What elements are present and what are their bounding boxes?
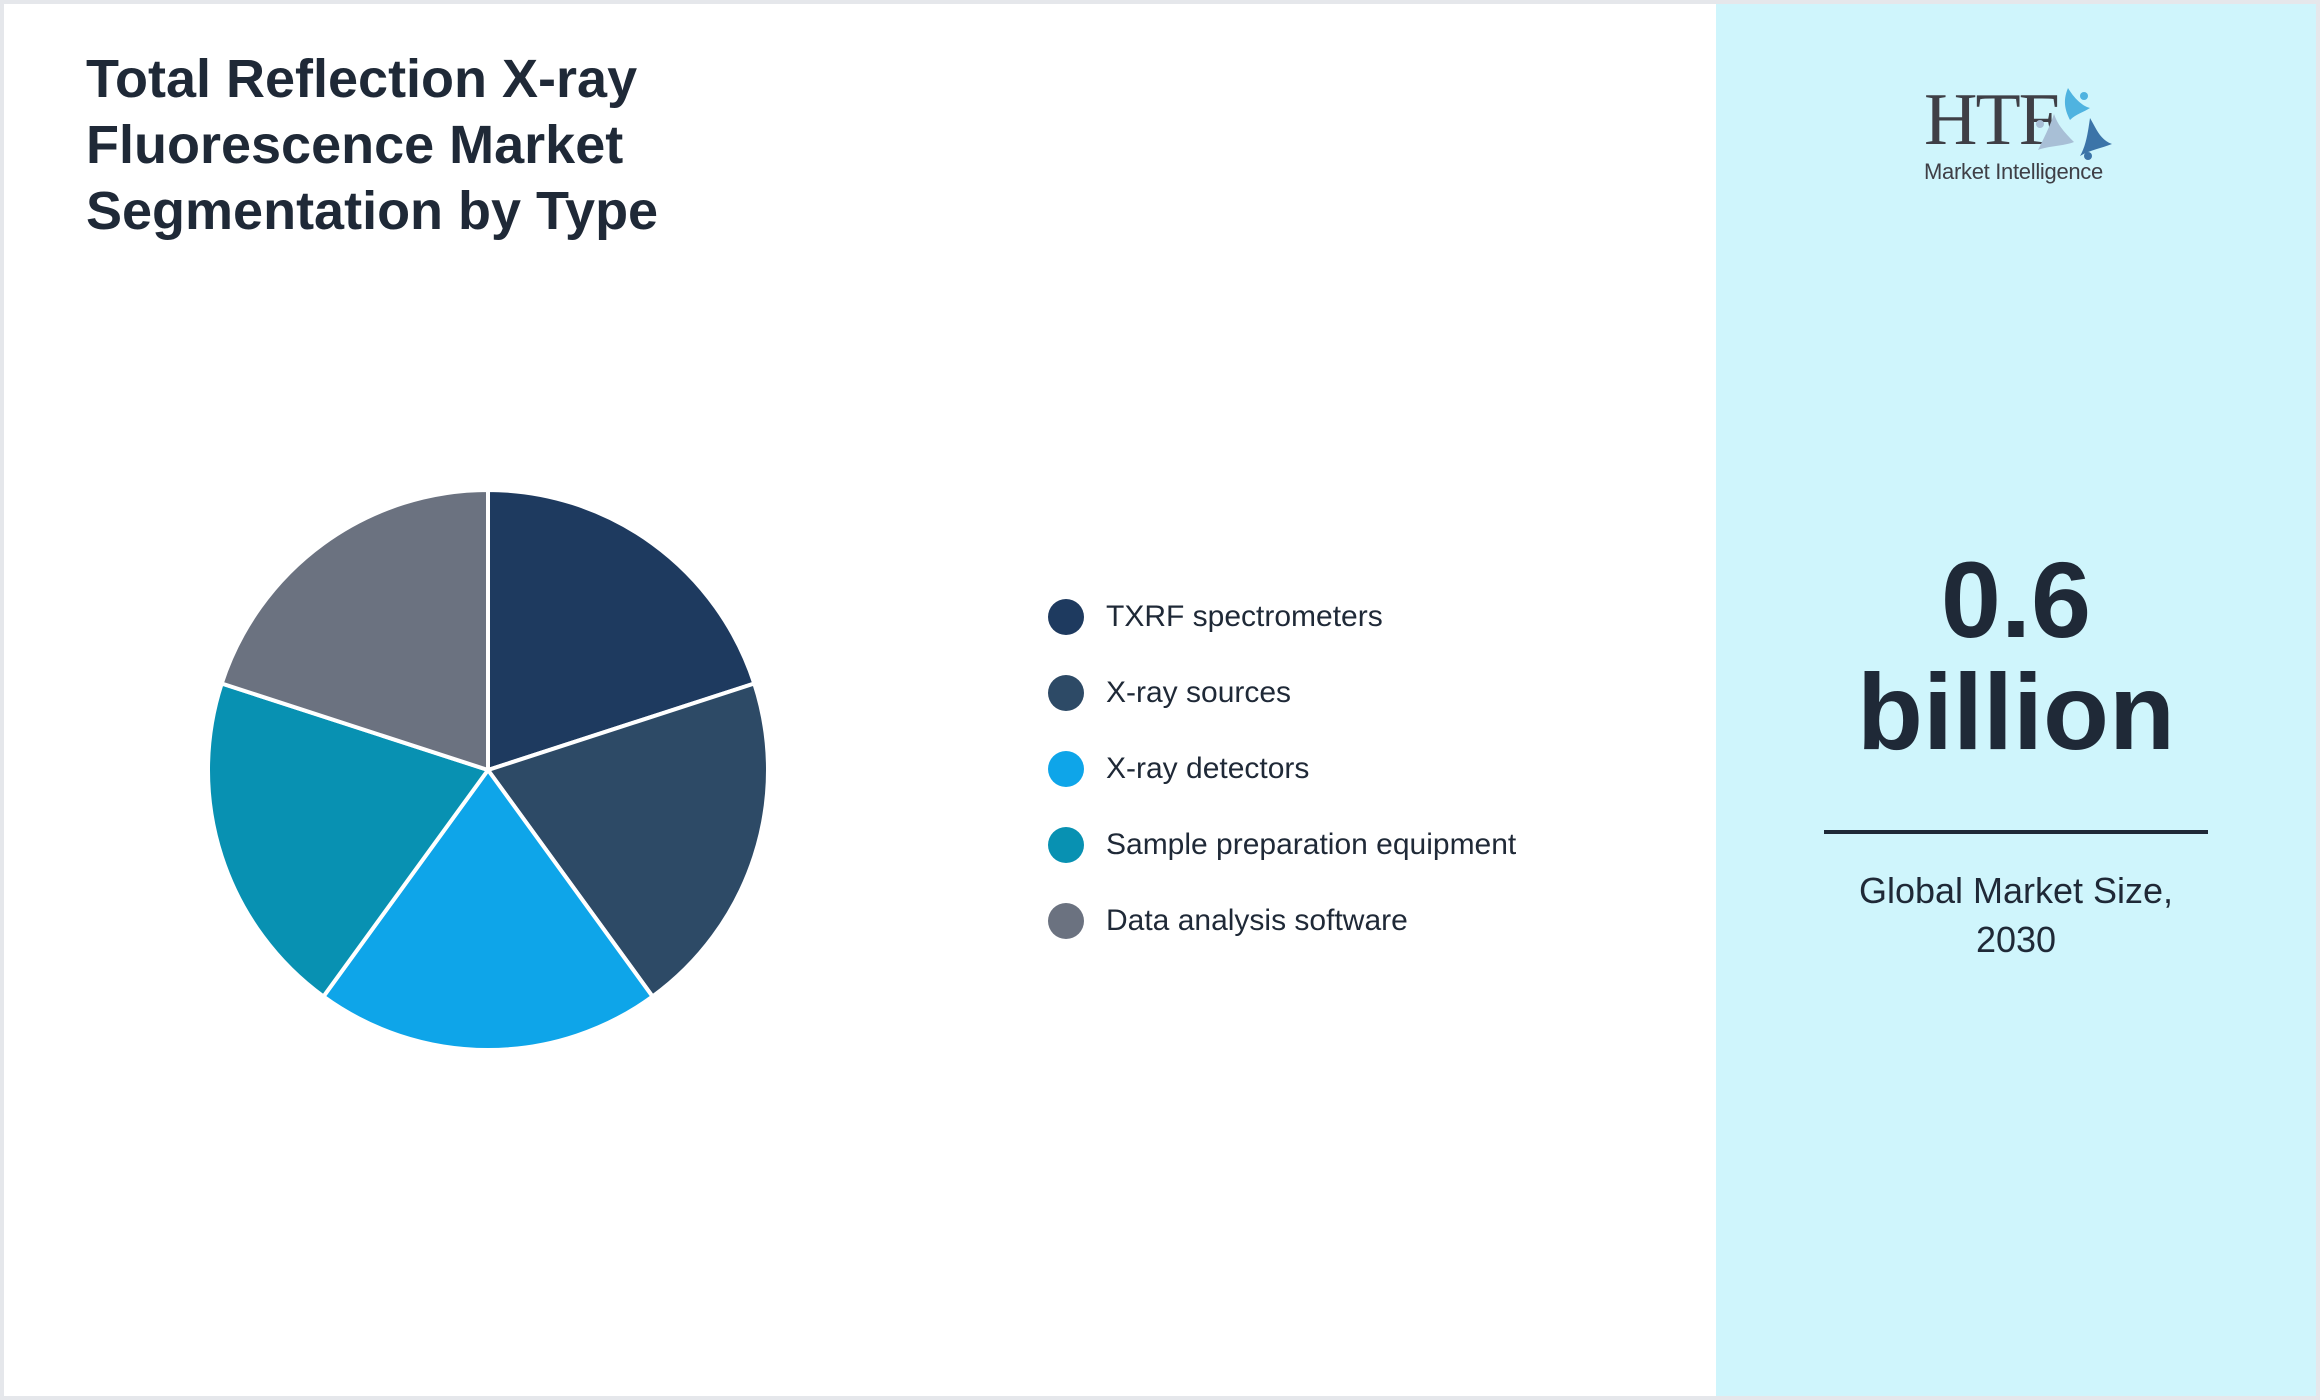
market-size-unit: billion <box>1857 651 2175 772</box>
pie-slice-x-ray-detectors <box>321 768 655 1052</box>
legend-label: TXRF spectrometers <box>1106 600 1383 633</box>
htf-logo: HTF Market Intelligence <box>1924 80 2114 190</box>
pie-slice-txrf-spectrometers <box>486 488 757 772</box>
legend-swatch-icon <box>1048 599 1084 635</box>
divider <box>1824 830 2208 834</box>
legend-label: Data analysis software <box>1106 904 1408 937</box>
legend-item-data-analysis-software: Data analysis software <box>1044 887 1516 963</box>
legend-label: X-ray detectors <box>1106 752 1310 785</box>
market-size-number: 0.6 <box>1940 539 2092 660</box>
chart-title: Total Reflection X-ray Fluorescence Mark… <box>86 46 786 244</box>
logo-wordmark: HTF <box>1924 79 2060 161</box>
logo-tagline: Market Intelligence <box>1924 159 2103 184</box>
pie-slice-x-ray-sources <box>486 681 770 999</box>
legend-swatch-icon <box>1048 827 1084 863</box>
pie-slice-data-analysis-software <box>219 488 490 772</box>
chart-legend: TXRF spectrometers X-ray sources X-ray d… <box>1044 583 1516 963</box>
chart-area: Total Reflection X-ray Fluorescence Mark… <box>4 4 1716 1396</box>
legend-label: Sample preparation equipment <box>1106 828 1517 861</box>
market-size-caption: Global Market Size, 2030 <box>1716 866 2316 964</box>
market-size-panel: HTF Market Intelligence 0.6 billion Glob… <box>1716 4 2316 1396</box>
legend-swatch-icon <box>1048 675 1084 711</box>
people-circle-icon <box>2036 88 2112 160</box>
legend-swatch-icon <box>1048 903 1084 939</box>
caption-line: 2030 <box>1975 919 2057 960</box>
legend-item-xray-sources: X-ray sources <box>1044 659 1516 735</box>
legend-item-txrf-spectrometers: TXRF spectrometers <box>1044 583 1516 659</box>
legend-swatch-icon <box>1048 751 1084 787</box>
market-size-value: 0.6 billion <box>1716 544 2316 768</box>
legend-item-xray-detectors: X-ray detectors <box>1044 735 1516 811</box>
legend-item-sample-preparation-equipment: Sample preparation equipment <box>1044 811 1516 887</box>
title-line: Total Reflection X-ray <box>86 49 638 109</box>
caption-line: Global Market Size, <box>1858 870 2174 911</box>
pie-slice-sample-preparation-equipment <box>206 681 490 999</box>
legend-label: X-ray sources <box>1106 676 1292 709</box>
title-line: Segmentation by Type <box>86 181 659 241</box>
title-line: Fluorescence Market <box>86 115 624 175</box>
pie-chart <box>206 488 770 1052</box>
